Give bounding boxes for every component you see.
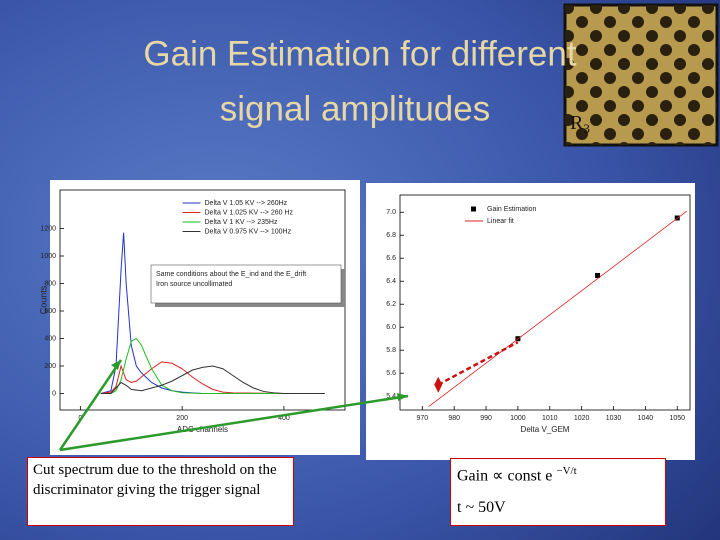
- y-tick-label: 6.8: [386, 232, 396, 239]
- y-tick-label: 800: [44, 280, 56, 287]
- extrapolation: [437, 341, 519, 386]
- chart-panel: [366, 183, 695, 460]
- legend-label: Gain Estimation: [487, 206, 537, 213]
- x-axis-label: Delta V_GEM: [521, 425, 570, 434]
- y-tick-label: 6.6: [386, 255, 396, 262]
- annotation-box: [150, 264, 342, 304]
- fit-line: [428, 210, 688, 407]
- y-tick-label: 400: [44, 335, 56, 342]
- chart-panel: [50, 180, 360, 455]
- x-tick-label: 990: [480, 415, 492, 422]
- photo: R3: [563, 3, 719, 147]
- x-tick-label: 1050: [669, 415, 685, 422]
- x-tick-label: 1040: [638, 415, 654, 422]
- x-tick-label: 970: [416, 415, 428, 422]
- x-axis-label: ADC channels: [177, 425, 228, 434]
- x-tick-label: 400: [278, 415, 290, 422]
- photo-label-main: R: [570, 112, 584, 134]
- time-constant: t ~ 50V: [457, 499, 506, 517]
- spectrum-line: [100, 337, 325, 394]
- spectrum-chart: 0200400020040060080010001200ADC channels…: [38, 189, 346, 434]
- title-line: signal amplitudes: [220, 89, 490, 128]
- spectrum-line: [100, 365, 325, 394]
- y-tick-label: 600: [44, 308, 56, 315]
- x-tick-label: 1030: [606, 415, 622, 422]
- y-tick-label: 1000: [40, 253, 56, 260]
- formula: Gain ∝ const e −V/t: [457, 465, 659, 485]
- right-note: Gain ∝ const e −V/t t ~ 50V: [450, 458, 666, 526]
- legend-label: Linear fit: [487, 218, 514, 225]
- left-note: Cut spectrum due to the threshold on the…: [27, 457, 294, 526]
- x-tick-label: 980: [448, 415, 460, 422]
- legend-label: Delta V 0.975 KV --> 100Hz: [205, 228, 292, 235]
- y-tick-label: 7.0: [386, 209, 396, 216]
- photo-label: R3: [570, 112, 590, 136]
- spectrum-line: [100, 361, 325, 394]
- formula-text: Gain ∝ const e: [457, 467, 553, 485]
- legend-label: Delta V 1.025 KV --> 260 Hz: [205, 209, 294, 216]
- legend-swatch: [471, 206, 476, 212]
- x-tick-label: 200: [176, 415, 188, 422]
- annotation: Iron source uncollimated: [156, 281, 232, 288]
- annotation: Same conditions about the E_ind and the …: [156, 271, 306, 278]
- y-tick-label: 5.8: [386, 347, 396, 354]
- formula-exponent: −V/t: [556, 465, 577, 477]
- title-line: Gain Estimation for different: [143, 34, 576, 73]
- y-tick-label: 5.4: [386, 393, 396, 400]
- y-tick-label: 6.2: [386, 301, 396, 308]
- data-point: [595, 272, 601, 278]
- arrows: [58, 359, 409, 452]
- gain-chart: 970 980 990 1000 1010 1020 1030 1040 1050 5.4 5.6 5…: [386, 194, 691, 434]
- y-tick-label: 6.0: [386, 324, 396, 331]
- y-tick-label: 200: [44, 363, 56, 370]
- y-axis-label: Counts: [38, 285, 48, 314]
- legend-label: Delta V 1.05 KV --> 260Hz: [205, 200, 288, 207]
- y-tick-label: 5.6: [386, 370, 396, 377]
- y-tick-label: 6.4: [386, 278, 396, 285]
- y-tick-label: 1200: [40, 225, 56, 232]
- plot-frame: [399, 194, 691, 411]
- photo-label-sub: 3: [583, 121, 590, 136]
- x-tick-label: 1000: [510, 415, 526, 422]
- extrapolated-point: [434, 376, 443, 393]
- legend-label: Delta V 1 KV --> 235Hz: [205, 219, 278, 226]
- y-tick-label: 0: [52, 390, 56, 397]
- x-tick-label: 1020: [574, 415, 590, 422]
- x-tick-label: 1010: [542, 415, 558, 422]
